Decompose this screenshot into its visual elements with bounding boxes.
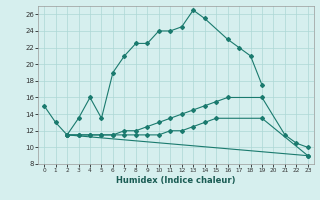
- X-axis label: Humidex (Indice chaleur): Humidex (Indice chaleur): [116, 176, 236, 185]
